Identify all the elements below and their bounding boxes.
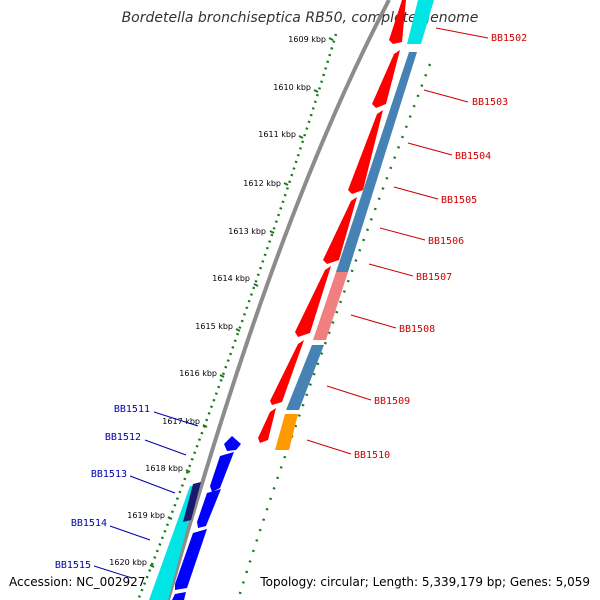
gene-label: BB1514 bbox=[71, 518, 107, 529]
gene-label: BB1508 bbox=[399, 324, 435, 335]
major-tick bbox=[219, 374, 225, 378]
gene-arrow bbox=[197, 489, 221, 528]
cds-block bbox=[336, 52, 417, 272]
gene-label: BB1513 bbox=[91, 469, 127, 480]
label-leader bbox=[144, 439, 187, 456]
cds-block bbox=[286, 345, 324, 410]
label-leader bbox=[93, 565, 133, 579]
tick-label: 1612 kbp bbox=[243, 179, 281, 188]
forward-genes bbox=[258, 0, 406, 443]
label-leader bbox=[153, 411, 199, 427]
tick-label: 1609 kbp bbox=[288, 35, 326, 44]
major-tick bbox=[283, 182, 289, 186]
cds-block bbox=[275, 414, 298, 450]
cds-track bbox=[275, 52, 417, 450]
map-title: Bordetella bronchiseptica RB50, complete… bbox=[122, 10, 479, 26]
major-tick bbox=[269, 230, 275, 234]
reverse-genes bbox=[172, 436, 241, 600]
gene-label: BB1505 bbox=[441, 195, 477, 206]
tick-label: 1610 kbp bbox=[273, 83, 311, 92]
right-gene-labels: BB1502 BB1503 BB1504 BB1505 BB1506 BB150… bbox=[306, 27, 527, 461]
gene-arrow bbox=[372, 50, 400, 108]
cds-block bbox=[313, 272, 348, 340]
label-leader bbox=[368, 263, 414, 277]
major-tick bbox=[253, 283, 259, 287]
gene-arrow bbox=[389, 0, 406, 44]
major-tick bbox=[298, 135, 304, 139]
left-track bbox=[149, 482, 201, 600]
label-leader bbox=[379, 227, 426, 241]
gene-label: BB1511 bbox=[114, 404, 150, 415]
gene-label: BB1503 bbox=[472, 97, 508, 108]
major-tick bbox=[167, 516, 173, 520]
accession-text: Accession: NC_002927 bbox=[9, 575, 145, 589]
label-leader bbox=[129, 475, 176, 494]
gene-label: BB1515 bbox=[55, 560, 91, 571]
gene-label: BB1509 bbox=[374, 396, 410, 407]
gene-label: BB1504 bbox=[455, 151, 491, 162]
major-tick bbox=[328, 37, 334, 41]
label-leader bbox=[350, 314, 397, 329]
label-leader bbox=[435, 27, 489, 39]
major-tick bbox=[235, 328, 241, 332]
tick-label: 1611 kbp bbox=[258, 130, 296, 139]
tick-label: 1613 kbp bbox=[228, 227, 266, 236]
misc-block bbox=[183, 482, 201, 522]
label-leader bbox=[423, 89, 469, 103]
gene-label: BB1510 bbox=[354, 450, 390, 461]
gene-label: BB1502 bbox=[491, 33, 527, 44]
gene-arrow bbox=[172, 592, 186, 600]
tick-label: 1617 kbp bbox=[162, 417, 200, 426]
label-leader bbox=[393, 186, 439, 200]
gene-arrow bbox=[224, 436, 241, 451]
tick-ring-outer bbox=[136, 33, 338, 600]
major-tick bbox=[202, 424, 208, 428]
tick-labels: 1609 kbp 1610 kbp 1611 kbp 1612 kbp 1613… bbox=[109, 35, 326, 567]
gene-arrow bbox=[323, 197, 357, 264]
tick-label: 1619 kbp bbox=[127, 511, 165, 520]
tick-label: 1620 kbp bbox=[109, 558, 147, 567]
label-leader bbox=[326, 385, 372, 401]
label-leader bbox=[306, 439, 352, 455]
gene-arrow bbox=[348, 110, 383, 194]
tick-label: 1618 kbp bbox=[145, 464, 183, 473]
topology-summary: Topology: circular; Length: 5,339,179 bp… bbox=[259, 575, 590, 589]
genome-backbone bbox=[166, 0, 391, 600]
left-gene-labels: BB1511 BB1512 BB1513 BB1514 BB1515 bbox=[55, 404, 199, 579]
rna-block bbox=[407, 0, 434, 44]
major-tick bbox=[313, 89, 319, 93]
gene-arrow bbox=[295, 266, 331, 337]
gene-arrow bbox=[175, 529, 207, 590]
label-leader bbox=[109, 525, 151, 541]
gene-label: BB1507 bbox=[416, 272, 452, 283]
tick-label: 1614 kbp bbox=[212, 274, 250, 283]
tick-label: 1615 kbp bbox=[195, 322, 233, 331]
gene-arrow bbox=[270, 340, 304, 405]
gene-label: BB1512 bbox=[105, 432, 141, 443]
major-ticks bbox=[149, 37, 334, 568]
gene-arrow bbox=[258, 408, 276, 443]
gene-arrow bbox=[210, 452, 234, 492]
major-tick bbox=[185, 469, 191, 473]
gene-label: BB1506 bbox=[428, 236, 464, 247]
tick-label: 1616 kbp bbox=[179, 369, 217, 378]
label-leader bbox=[407, 142, 453, 156]
major-tick bbox=[149, 564, 155, 568]
